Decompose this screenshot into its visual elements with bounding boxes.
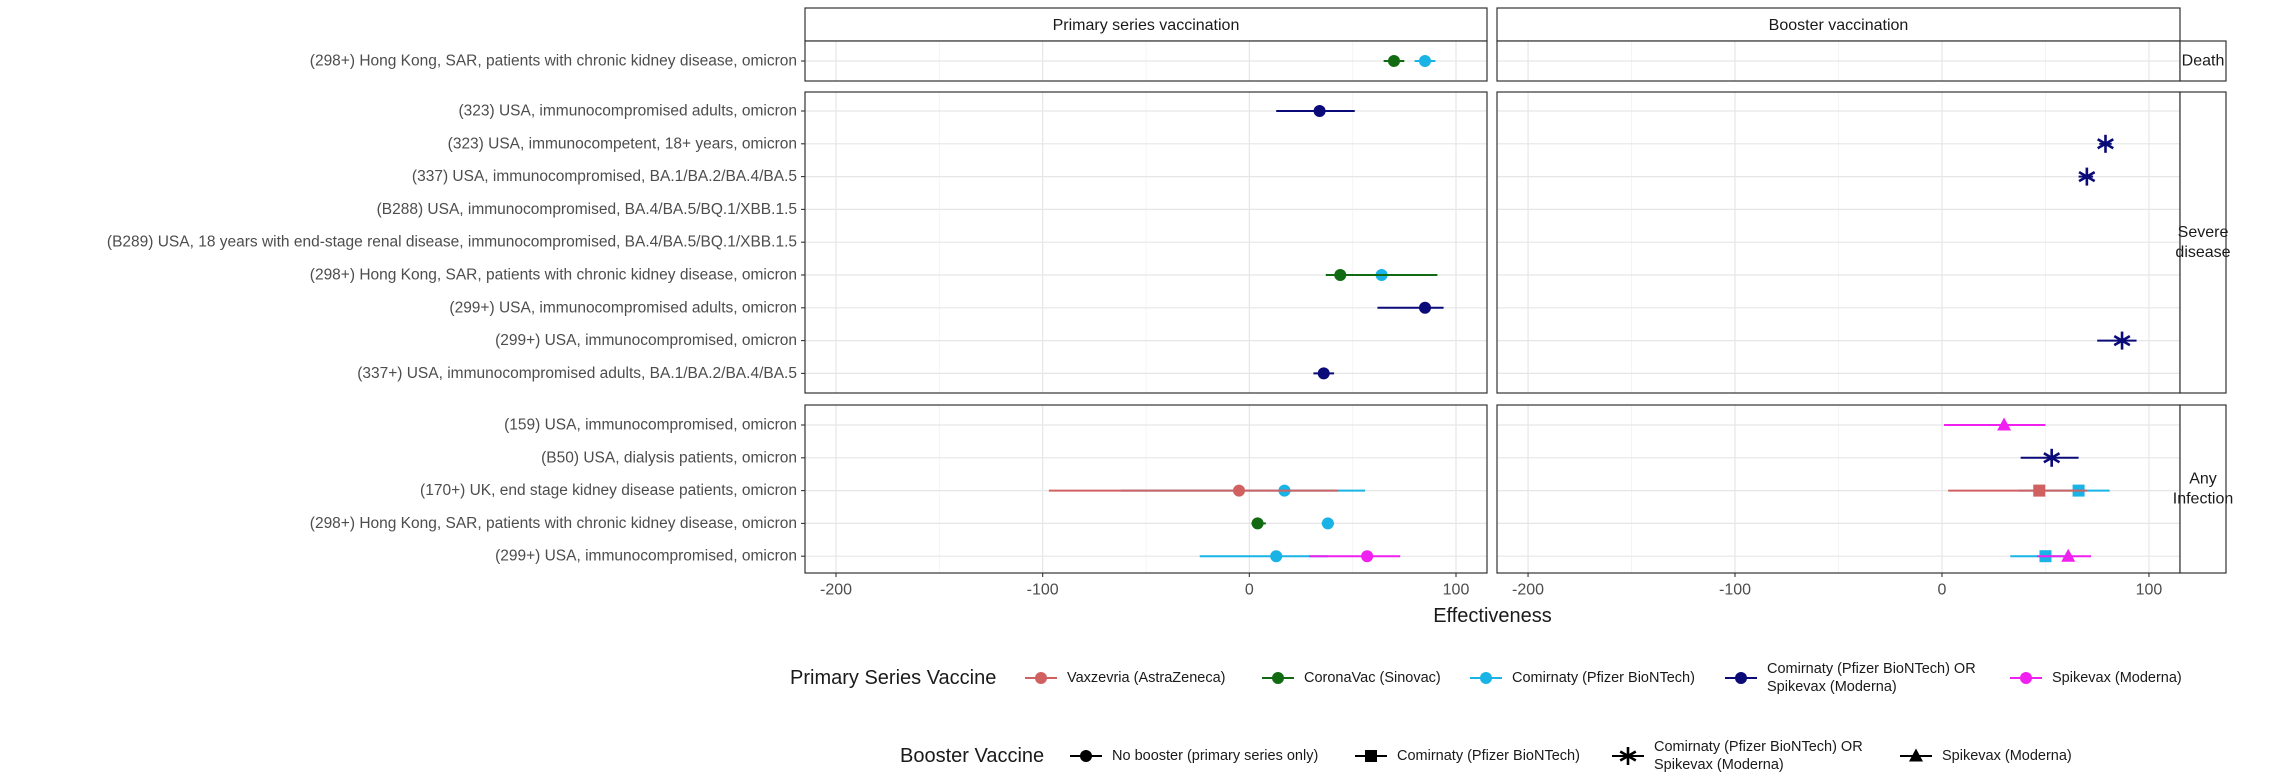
estimate-point (2113, 331, 2131, 350)
legend-key-point (2020, 672, 2032, 684)
x-tick-label: -200 (820, 582, 852, 599)
estimate-point (1313, 105, 1326, 117)
study-label: (B288) USA, immunocompromised, BA.4/BA.5… (377, 201, 797, 218)
column-strip (1496, 7, 2181, 42)
estimate-point (2043, 448, 2061, 467)
row-strip-label: Death (2182, 53, 2225, 70)
x-tick-label: 0 (1938, 582, 1947, 599)
column-strip (804, 7, 1488, 42)
study-label: (299+) USA, immunocompromised adults, om… (449, 299, 797, 316)
study-label: (337) USA, immunocompromised, BA.1/BA.2/… (412, 168, 797, 185)
asterisk-stroke (2113, 334, 2131, 347)
legend-label-primary: Spikevax (Moderna) (1767, 679, 1897, 695)
estimate-point (2097, 134, 2114, 153)
row-strip-label: disease (2175, 244, 2230, 261)
estimate-point (1997, 417, 2012, 431)
column-strip-label: Primary series vaccination (1053, 17, 1240, 34)
legend-label-booster: Spikevax (Moderna) (1654, 757, 1784, 773)
estimate-point (1251, 517, 1264, 530)
study-label: (323) USA, immunocompetent, 18+ years, o… (448, 135, 797, 152)
x-tick-label: 100 (1443, 582, 1470, 599)
estimate-point (1233, 484, 1245, 497)
x-tick-label: -200 (1512, 582, 1544, 599)
legend-key-point (1480, 672, 1492, 684)
column-strip-label: Booster vaccination (1769, 17, 1909, 34)
legend-label-primary: Vaxzevria (AstraZeneca) (1067, 670, 1225, 686)
row-strip (2179, 40, 2227, 82)
legend-label-primary: Comirnaty (Pfizer BioNTech) (1512, 670, 1695, 686)
legend-label-booster: No booster (primary series only) (1112, 748, 1318, 764)
legend-key-shape (1365, 750, 1377, 762)
estimate-point (1317, 367, 1330, 380)
estimate-point (1388, 55, 1400, 67)
x-tick-label: 0 (1245, 582, 1254, 599)
estimate-point (1419, 55, 1431, 67)
legend-label-primary: Comirnaty (Pfizer BioNTech) OR (1767, 661, 1976, 677)
panel-border (804, 404, 1488, 574)
estimate-point (1419, 301, 1431, 314)
row-strip-label: Infection (2173, 491, 2233, 508)
legend-key-point (1735, 672, 1747, 684)
legend-title-booster: Booster Vaccine (900, 745, 1044, 767)
estimate-point (1321, 517, 1334, 530)
legend-label-primary: CoronaVac (Sinovac) (1304, 670, 1441, 686)
legend-key-shape (1619, 747, 1637, 765)
study-label: (337+) USA, immunocompromised adults, BA… (357, 365, 797, 382)
study-label: (299+) USA, immunocompromised, omicron (495, 548, 797, 565)
asterisk-stroke (1619, 750, 1637, 762)
estimate-point (1361, 550, 1374, 563)
legend-key-point (1272, 672, 1284, 684)
study-label: (323) USA, immunocompromised adults, omi… (458, 103, 797, 120)
legend-label-booster: Comirnaty (Pfizer BioNTech) (1397, 748, 1580, 764)
study-label: (159) USA, immunocompromised, omicron (504, 417, 797, 434)
row-strip-label: Severe (2178, 224, 2229, 241)
legend-title-primary: Primary Series Vaccine (790, 667, 996, 689)
legend-key-shape (1909, 748, 1923, 762)
study-label: (B50) USA, dialysis patients, omicron (541, 449, 797, 466)
x-axis-title: Effectiveness (1433, 605, 1552, 627)
asterisk-stroke (2043, 452, 2061, 464)
legend-label-booster: Spikevax (Moderna) (1942, 748, 2072, 764)
row-strip (2179, 404, 2227, 574)
legend-key-point (1035, 672, 1047, 684)
study-label: (170+) UK, end stage kidney disease pati… (420, 482, 797, 499)
asterisk-stroke (2078, 170, 2096, 183)
x-tick-label: 100 (2136, 582, 2163, 599)
x-tick-label: -100 (1027, 582, 1059, 599)
row-strip-label: Any (2189, 471, 2217, 488)
study-label: (298+) Hong Kong, SAR, patients with chr… (310, 267, 797, 284)
asterisk-stroke (2097, 138, 2114, 150)
legend-key-shape (1080, 750, 1092, 762)
study-label: (B289) USA, 18 years with end-stage rena… (107, 234, 797, 251)
estimate-point (1270, 550, 1283, 563)
study-label: (298+) Hong Kong, SAR, patients with chr… (310, 515, 797, 532)
legend-label-primary: Spikevax (Moderna) (2052, 670, 2182, 686)
estimate-point (2078, 167, 2096, 186)
legend-label-booster: Comirnaty (Pfizer BioNTech) OR (1654, 739, 1863, 755)
estimate-point (2033, 484, 2046, 497)
study-label: (299+) USA, immunocompromised, omicron (495, 332, 797, 349)
estimate-point (2061, 548, 2076, 562)
row-strip (2179, 91, 2227, 394)
x-tick-label: -100 (1719, 582, 1751, 599)
estimate-point (1334, 269, 1347, 281)
study-label: (298+) Hong Kong, SAR, patients with chr… (310, 53, 797, 70)
